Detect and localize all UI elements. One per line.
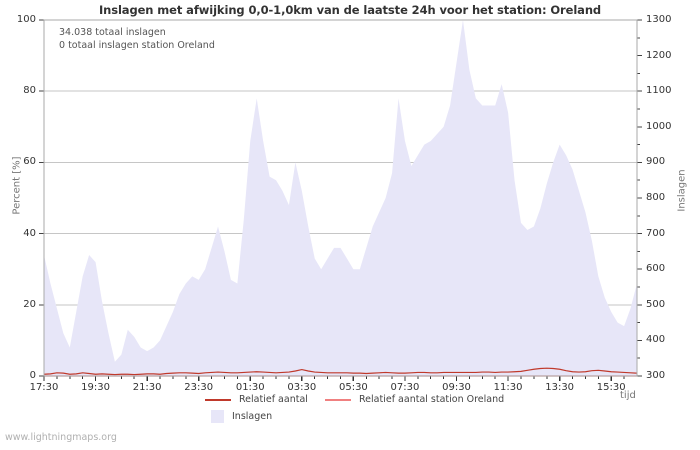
x-axis-tick-6: 05:30 [338, 382, 368, 393]
inslagen-area-series [44, 20, 637, 376]
y-axis-right-tick-5: 800 [646, 192, 666, 203]
x-axis-tick-3: 23:30 [184, 382, 214, 393]
legend-item-2[interactable]: Inslagen [205, 410, 272, 423]
y-axis-right-tick-8: 1100 [646, 85, 672, 97]
legend-label-2: Inslagen [232, 411, 273, 422]
x-axis-tick-9: 11:30 [493, 382, 523, 393]
x-axis-tick-0: 17:30 [29, 382, 59, 393]
legend-item-1[interactable]: Relatief aantal station Oreland [325, 394, 504, 405]
y-axis-left-tick-2: 40 [23, 227, 36, 239]
y-axis-left-tick-5: 100 [16, 14, 36, 25]
x-axis-tick-11: 15:30 [596, 382, 626, 393]
y-axis-right-tick-10: 1300 [646, 14, 672, 25]
legend-label-1: Relatief aantal station Oreland [359, 394, 505, 405]
y-axis-left-tick-1: 20 [23, 298, 36, 310]
legend-line-marker-0 [205, 398, 231, 401]
x-axis-title: tijd [620, 390, 636, 401]
y-axis-right-tick-1: 400 [646, 334, 666, 346]
y-axis-left-tick-4: 80 [23, 85, 36, 97]
y-axis-left-tick-0: 0 [29, 370, 36, 381]
y-axis-right-tick-7: 1000 [646, 120, 672, 132]
annotation-station-inslagen: 0 totaal inslagen station Oreland [59, 40, 215, 51]
legend-label-0: Relatief aantal [239, 394, 308, 405]
x-axis-tick-4: 01:30 [235, 382, 265, 393]
legend-swatch-marker-2 [211, 410, 224, 423]
y-axis-right-tick-3: 600 [646, 263, 666, 275]
y-axis-left-tick-3: 60 [23, 156, 36, 168]
x-axis-tick-10: 13:30 [545, 382, 575, 393]
plot-frame [43, 19, 638, 377]
x-axis-tick-5: 03:30 [287, 382, 317, 393]
y-axis-right-tick-9: 1200 [646, 49, 672, 61]
y-axis-left-title: Percent [%] [11, 156, 23, 215]
x-axis-tick-7: 07:30 [390, 382, 420, 393]
y-axis-right-tick-6: 900 [646, 156, 666, 168]
x-axis-tick-2: 21:30 [132, 382, 162, 393]
legend-line-marker-1 [325, 398, 351, 401]
chart-title: Inslagen met afwijking 0,0-1,0km van de … [98, 3, 602, 17]
axis-ticks [39, 19, 642, 381]
annotation-total-inslagen: 34.038 totaal inslagen [59, 27, 166, 38]
x-axis-tick-8: 09:30 [442, 382, 471, 393]
y-axis-right-tick-4: 700 [646, 227, 666, 239]
x-axis-tick-1: 19:30 [81, 382, 110, 393]
y-axis-right-tick-0: 300 [646, 370, 666, 381]
legend-item-0[interactable]: Relatief aantal [205, 394, 308, 405]
footer-url: www.lightningmaps.org [5, 432, 117, 443]
y-axis-right-tick-2: 500 [646, 298, 666, 310]
